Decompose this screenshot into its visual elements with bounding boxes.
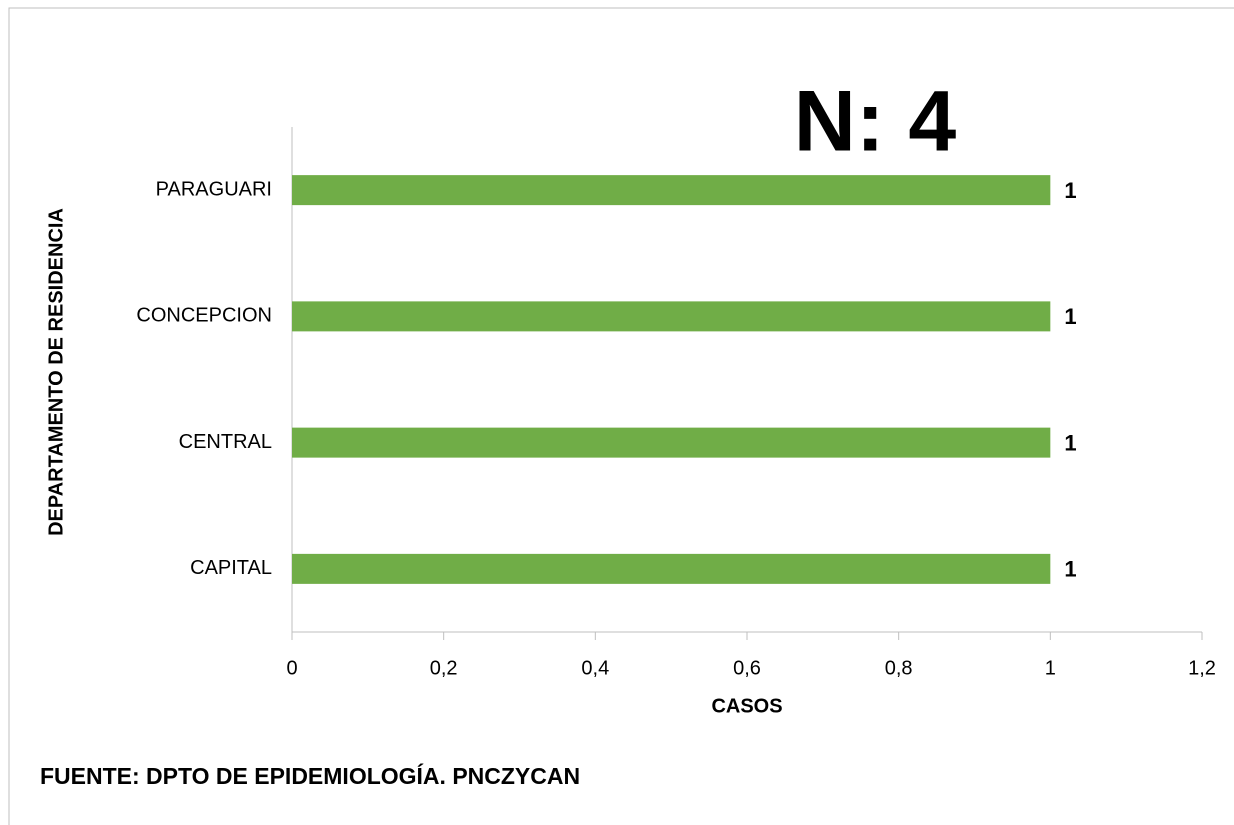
value-label: 1 bbox=[1064, 304, 1076, 329]
x-tick-label: 1,2 bbox=[1188, 657, 1216, 679]
bar bbox=[292, 427, 1051, 458]
y-tick-label: PARAGUARI bbox=[156, 178, 272, 200]
bar bbox=[292, 175, 1051, 206]
x-tick-label: 1 bbox=[1045, 657, 1056, 679]
value-label: 1 bbox=[1064, 178, 1076, 203]
x-tick-label: 0 bbox=[286, 657, 297, 679]
x-tick-label: 0,4 bbox=[581, 657, 609, 679]
annotation: N: 4 bbox=[794, 74, 957, 170]
x-tick-label: 0,6 bbox=[733, 657, 761, 679]
y-tick-label: CONCEPCION bbox=[136, 305, 272, 327]
value-label: 1 bbox=[1064, 557, 1076, 582]
x-tick-label: 0,2 bbox=[430, 657, 458, 679]
x-axis-label: CASOS bbox=[711, 695, 782, 717]
frame bbox=[8, 7, 1234, 825]
y-axis-label: DEPARTAMENTO DE RESIDENCIA bbox=[45, 208, 67, 536]
y-tick-label: CENTRAL bbox=[179, 431, 272, 453]
value-label: 1 bbox=[1064, 430, 1076, 455]
footer: FUENTE: DPTO DE EPIDEMIOLOGÍA. PNCZYCAN bbox=[40, 762, 580, 789]
bar bbox=[292, 301, 1051, 332]
y-tick-label: CAPITAL bbox=[190, 557, 272, 579]
x-tick-label: 0,8 bbox=[885, 657, 913, 679]
bar bbox=[292, 553, 1051, 584]
